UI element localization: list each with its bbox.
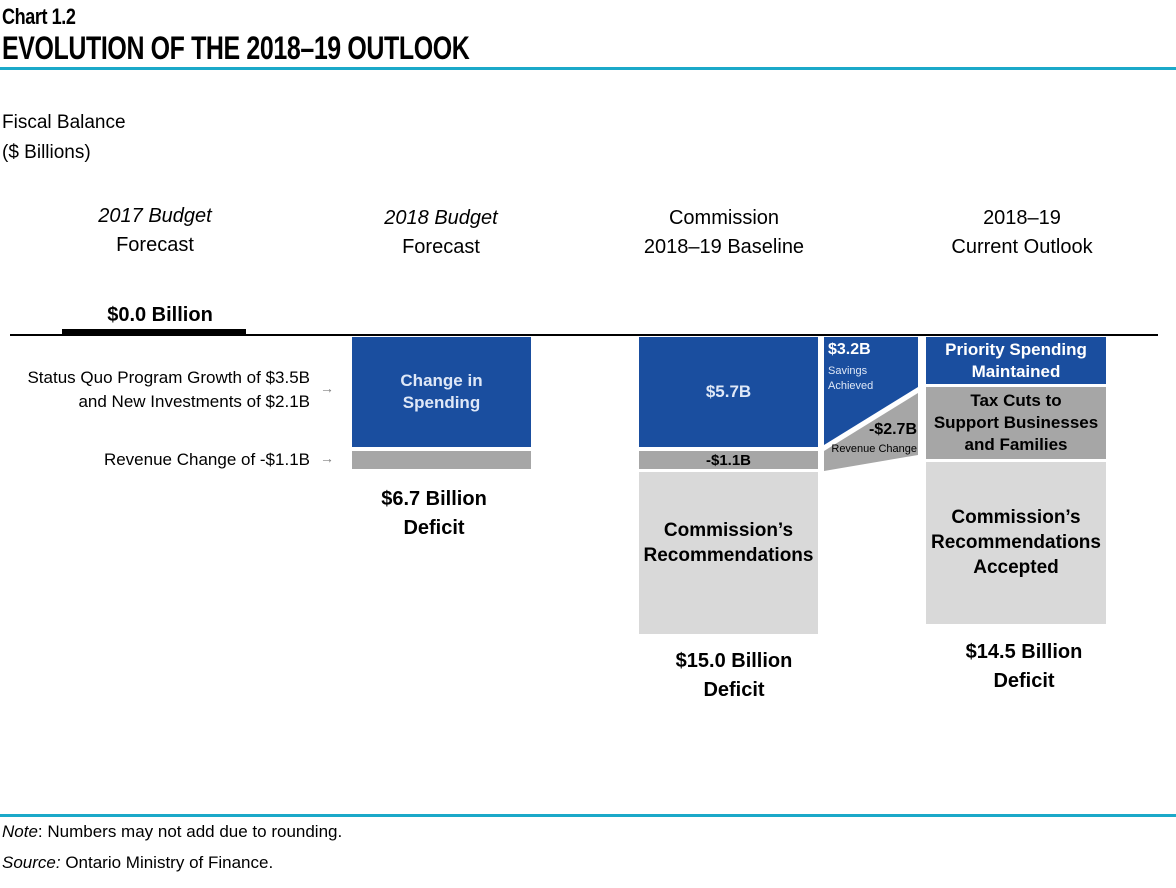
bar-label-line2: Maintained bbox=[971, 361, 1061, 381]
revenue-change-shape bbox=[824, 393, 918, 471]
source-text: Ontario Ministry of Finance. bbox=[60, 853, 274, 872]
deficit-line1: $6.7 Billion bbox=[381, 488, 487, 510]
col-header-line2: Forecast bbox=[402, 236, 480, 258]
revenue-change-value: -$2.7B bbox=[868, 421, 917, 438]
note-text: : Numbers may not add due to rounding. bbox=[37, 822, 343, 841]
arrow-right-icon: → bbox=[320, 450, 334, 466]
bar-commission-recommendations: Commission’s Recommendations bbox=[639, 472, 818, 634]
zero-balance-label: $0.0 Billion bbox=[107, 304, 213, 326]
transition-wedge bbox=[824, 337, 918, 471]
y-axis-label: Fiscal Balance ($ Billions) bbox=[2, 108, 126, 168]
chart-title: EVOLUTION OF THE 2018–19 OUTLOOK bbox=[2, 30, 470, 66]
col-header-line1: 2018–19 bbox=[983, 207, 1061, 229]
bar-revenue-change-2018 bbox=[352, 451, 531, 469]
deficit-label-2018: $6.7 Billion Deficit bbox=[334, 485, 534, 543]
title-rule bbox=[0, 67, 1176, 70]
savings-value: $3.2B bbox=[828, 341, 871, 358]
footer-source: Source: Ontario Ministry of Finance. bbox=[2, 853, 273, 873]
bar-change-in-spending: Change in Spending bbox=[352, 337, 531, 447]
col-header-line2: 2018–19 Baseline bbox=[643, 236, 805, 258]
column-header-2017: 2017 Budget Forecast bbox=[35, 202, 275, 260]
bar-spending-5-7: $5.7B bbox=[639, 337, 818, 447]
savings-label-line2: Achieved bbox=[828, 380, 874, 392]
bar-commission-recommendations-accepted: Commission’s Recommendations Accepted bbox=[926, 462, 1106, 624]
deficit-line2: Deficit bbox=[403, 517, 465, 539]
bar-label-line3: Accepted bbox=[973, 557, 1059, 578]
col-header-line1: Commission bbox=[668, 207, 780, 229]
deficit-line2: Deficit bbox=[993, 670, 1055, 692]
revenue-change-label: Revenue Change bbox=[831, 443, 917, 455]
bar-label-line1: Priority Spending bbox=[945, 339, 1087, 359]
bar-label-line1: Tax Cuts to bbox=[970, 391, 1062, 410]
column-header-2018: 2018 Budget Forecast bbox=[321, 204, 561, 262]
bar-tax-cuts: Tax Cuts to Support Businesses and Famil… bbox=[926, 387, 1106, 459]
arrow-right-icon: → bbox=[320, 380, 334, 396]
col-header-line2: Forecast bbox=[116, 234, 194, 256]
col-header-line2: Current Outlook bbox=[951, 236, 1093, 258]
bar-priority-spending: Priority Spending Maintained bbox=[926, 337, 1106, 384]
savings-label-line1: Savings bbox=[828, 365, 868, 377]
deficit-label-current: $14.5 Billion Deficit bbox=[924, 638, 1124, 696]
deficit-label-baseline: $15.0 Billion Deficit bbox=[634, 647, 834, 705]
annotation-line1: Status Quo Program Growth of $3.5B bbox=[27, 368, 310, 387]
note-label: Note bbox=[2, 822, 38, 841]
bar-label-line1: Commission’s bbox=[951, 507, 1081, 528]
bar-label-line1: Commission’s bbox=[663, 520, 794, 541]
column-header-current: 2018–19 Current Outlook bbox=[902, 204, 1142, 262]
bar-label-line3: and Families bbox=[964, 435, 1068, 454]
footer-rule bbox=[0, 814, 1176, 817]
source-label: Source: bbox=[2, 853, 61, 872]
bar-label-line1: Change in bbox=[400, 371, 483, 390]
zero-balance-bar bbox=[62, 329, 246, 334]
annotation-line2: and New Investments of $2.1B bbox=[78, 392, 310, 411]
deficit-line1: $15.0 Billion bbox=[675, 650, 793, 672]
col-header-line1: 2018 Budget bbox=[384, 207, 498, 229]
bar-label-line2: Recommendations bbox=[643, 545, 814, 566]
column-header-commission: Commission 2018–19 Baseline bbox=[604, 204, 844, 262]
x-axis-line bbox=[10, 334, 1158, 336]
col-header-line1: 2017 Budget bbox=[98, 205, 212, 227]
bar-label-line2: Spending bbox=[402, 393, 481, 412]
savings-label: Savings Achieved bbox=[828, 364, 873, 394]
y-label-line2: ($ Billions) bbox=[2, 142, 91, 163]
deficit-line2: Deficit bbox=[703, 679, 765, 701]
chart-number: Chart 1.2 bbox=[2, 4, 76, 29]
bar-label-line2: Recommendations bbox=[931, 532, 1101, 553]
spending-annotation: Status Quo Program Growth of $3.5B and N… bbox=[0, 366, 310, 414]
deficit-line1: $14.5 Billion bbox=[965, 641, 1083, 663]
y-label-line1: Fiscal Balance bbox=[2, 112, 126, 133]
footer-note: Note: Numbers may not add due to roundin… bbox=[2, 822, 342, 842]
bar-revenue-1-1: -$1.1B bbox=[639, 451, 818, 469]
savings-achieved-shape bbox=[824, 337, 918, 445]
bar-label-line2: Support Businesses bbox=[933, 413, 1099, 432]
revenue-annotation: Revenue Change of -$1.1B bbox=[103, 450, 310, 469]
